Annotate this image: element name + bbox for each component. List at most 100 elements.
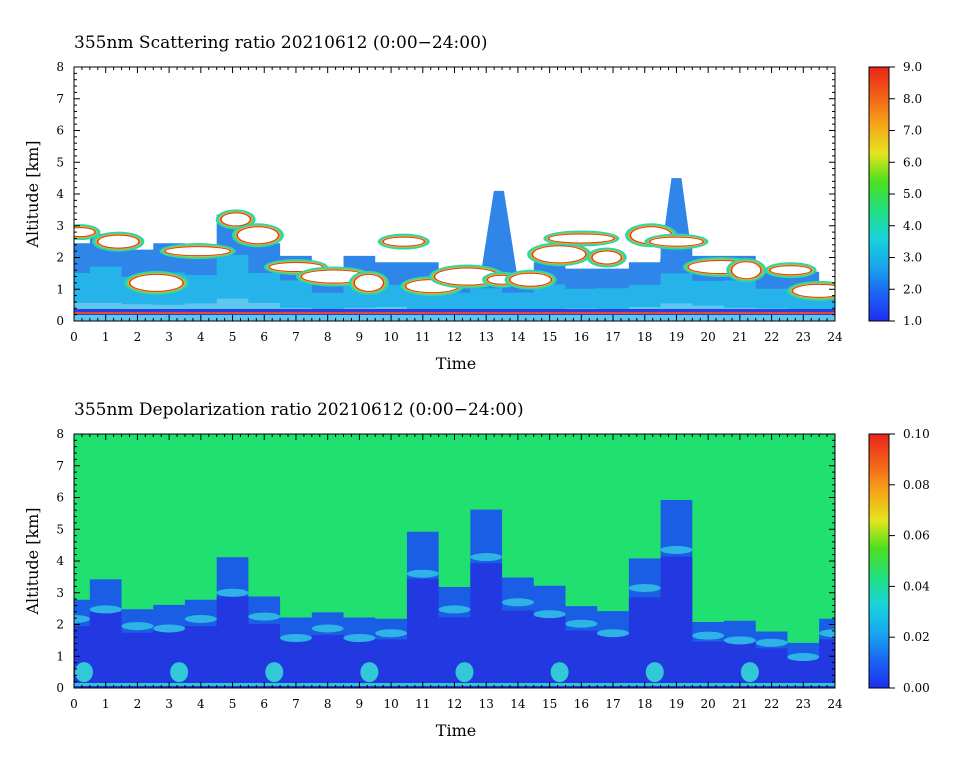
depol-patch	[375, 629, 408, 638]
depol-patch	[153, 624, 186, 633]
colorbar-tick-label: 7.0	[903, 124, 922, 138]
chart-title-scattering: 355nm Scattering ratio 20210612 (0:00−24…	[74, 33, 488, 53]
colorbar-tick-label: 0.02	[903, 630, 930, 644]
y-tick-label: 4	[56, 187, 64, 201]
x-tick-label: 13	[479, 330, 494, 344]
plume	[480, 190, 517, 274]
depol-patch-low	[645, 662, 664, 683]
colorbar-tick-label: 0.00	[903, 681, 930, 695]
x-tick-label: 16	[574, 697, 589, 711]
cloud-core	[221, 213, 250, 226]
x-tick-label: 11	[415, 330, 430, 344]
x-tick-label: 7	[292, 697, 300, 711]
low-depolarization-core	[74, 556, 835, 688]
colorbar-ticks-depolarization: 0.00 0.02 0.04 0.06 0.08 0.10	[889, 427, 930, 695]
cloud-core	[74, 228, 95, 237]
y-axis-label-depolarization: Altitude [km]	[23, 507, 42, 615]
cloud-core	[650, 237, 703, 246]
x-tick-label: 9	[356, 697, 364, 711]
depol-patch	[74, 614, 90, 623]
x-tick-label: 4	[197, 330, 205, 344]
depol-patch	[248, 612, 281, 621]
y-tick-label: 3	[56, 586, 64, 600]
colorbar-tick-label: 1.0	[903, 314, 922, 328]
x-tick-label: 0	[70, 330, 78, 344]
depol-patch	[279, 633, 312, 642]
x-tick-label: 3	[165, 697, 173, 711]
x-tick-label: 8	[324, 697, 332, 711]
y-tick-label: 8	[56, 427, 64, 441]
x-tick-label: 7	[292, 330, 300, 344]
colorbar-tick-label: 2.0	[903, 282, 922, 296]
axes-scattering: 0 1 2 3 4 5 6 7 8 9 10 11 12 13 14 15 16 17 18 19 20 21 22 23 24…	[56, 60, 843, 344]
x-tick-label: 5	[229, 697, 237, 711]
colorbar-scattering	[868, 66, 890, 322]
colorbar-depolarization	[868, 433, 890, 689]
cloud-core	[533, 246, 586, 263]
y-tick-label: 0	[56, 314, 64, 328]
x-tick-label: 19	[669, 697, 684, 711]
x-tick-label: 3	[165, 330, 173, 344]
x-tick-label: 20	[701, 330, 716, 344]
x-tick-label: 0	[70, 697, 78, 711]
x-tick-label: 13	[479, 697, 494, 711]
x-tick-label: 12	[447, 330, 462, 344]
depol-patch	[89, 605, 122, 614]
y-tick-label: 7	[56, 92, 64, 106]
x-axis-label-scattering: Time	[436, 354, 476, 373]
depol-patch	[565, 619, 598, 628]
x-tick-label: 21	[732, 697, 747, 711]
colorbar-tick-label: 0.08	[903, 478, 930, 492]
x-tick-label: 22	[764, 697, 779, 711]
depol-patch	[121, 622, 154, 631]
y-tick-label: 3	[56, 219, 64, 233]
x-tick-label: 1	[102, 330, 110, 344]
scattering-ratio-panel: 355nm Scattering ratio 20210612 (0:00−24…	[23, 33, 922, 373]
depolarization-patches	[74, 545, 854, 683]
x-tick-label: 21	[732, 330, 747, 344]
depol-patch-low	[836, 662, 854, 682]
depol-patch	[660, 545, 693, 554]
x-tick-label: 17	[605, 697, 620, 711]
surface-strip-red	[74, 312, 835, 314]
y-tick-label: 7	[56, 459, 64, 473]
x-tick-label: 23	[796, 330, 811, 344]
cloud-core	[165, 247, 230, 256]
x-tick-label: 18	[637, 330, 652, 344]
y-tick-label: 1	[56, 649, 64, 663]
colorbar-ticks-scattering: 1.0 2.0 3.0 4.0 5.0 6.0 7.0 8.0 9.0	[889, 60, 922, 328]
x-tick-label: 2	[134, 330, 142, 344]
x-tick-label: 22	[764, 330, 779, 344]
depol-patch	[597, 629, 630, 638]
depolarization-ratio-panel: 355nm Depolarization ratio 20210612 (0:0…	[23, 400, 930, 740]
cloud-core	[130, 274, 183, 291]
cloud-core	[383, 237, 424, 246]
colorbar-tick-label: 0.06	[903, 529, 930, 543]
cloud-core	[770, 266, 811, 275]
colorbar-tick-label: 0.04	[903, 579, 930, 593]
x-tick-label: 24	[827, 697, 843, 711]
depol-patch	[501, 598, 534, 607]
depol-patch	[470, 553, 503, 562]
depol-patch	[787, 653, 820, 662]
y-tick-label: 6	[56, 491, 64, 505]
cloud-core	[237, 227, 278, 244]
cloud-core	[592, 251, 621, 264]
y-tick-label: 2	[56, 618, 64, 632]
depol-patch	[755, 638, 788, 647]
colorbar-tick-label: 6.0	[903, 155, 922, 169]
x-tick-label: 5	[229, 330, 237, 344]
x-tick-label: 23	[796, 697, 811, 711]
colorbar-tick-label: 4.0	[903, 219, 922, 233]
x-tick-label: 15	[542, 697, 557, 711]
x-tick-label: 4	[197, 697, 205, 711]
depol-patch	[533, 610, 566, 619]
depol-patch	[343, 633, 376, 642]
cloud-core	[510, 273, 551, 286]
depol-patch	[692, 631, 725, 640]
y-axis-label-scattering: Altitude [km]	[23, 140, 42, 248]
depol-patch	[819, 629, 835, 638]
cloud-layers	[74, 209, 835, 301]
y-tick-label: 8	[56, 60, 64, 74]
